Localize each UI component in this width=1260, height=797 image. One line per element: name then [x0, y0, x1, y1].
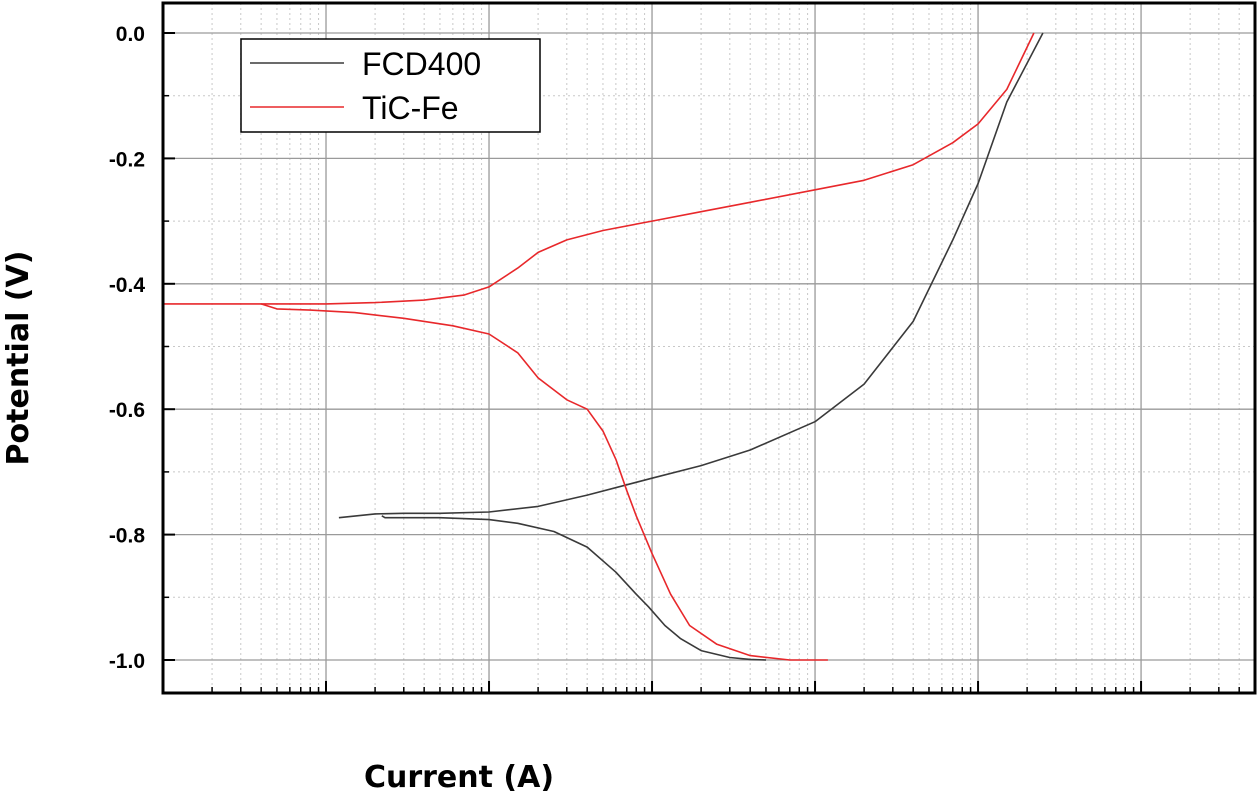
axis-ticks	[162, 32, 1256, 693]
plot-frame	[161, 1, 1257, 695]
legend-label-tic-fe: TiC-Fe	[362, 90, 459, 126]
series-line-fcd400-branch-0	[381, 515, 767, 661]
y-tick-label: 0.0	[116, 23, 145, 46]
series-line-tic-fe-branch-1	[163, 32, 1035, 305]
y-tick-label: -1.0	[109, 650, 145, 673]
series-line-tic-fe-branch-0	[260, 303, 828, 661]
y-tick-label: -0.4	[109, 274, 146, 297]
x-axis-title: Current (A)	[364, 760, 554, 795]
series-line-fcd400-branch-1	[338, 32, 1044, 519]
legend: FCD400 TiC-Fe	[240, 38, 541, 133]
y-tick-label: -0.2	[109, 148, 145, 171]
legend-box	[240, 38, 541, 133]
y-tick-label: -0.8	[109, 525, 146, 548]
legend-label-fcd400: FCD400	[362, 46, 481, 82]
y-axis-title: Potential (V)	[1, 251, 36, 466]
y-tick-label: -0.6	[109, 399, 145, 422]
y-tick-labels: 0.0 -0.2 -0.4 -0.6 -0.8 -1.0	[109, 23, 146, 673]
series-lines	[163, 32, 1044, 661]
